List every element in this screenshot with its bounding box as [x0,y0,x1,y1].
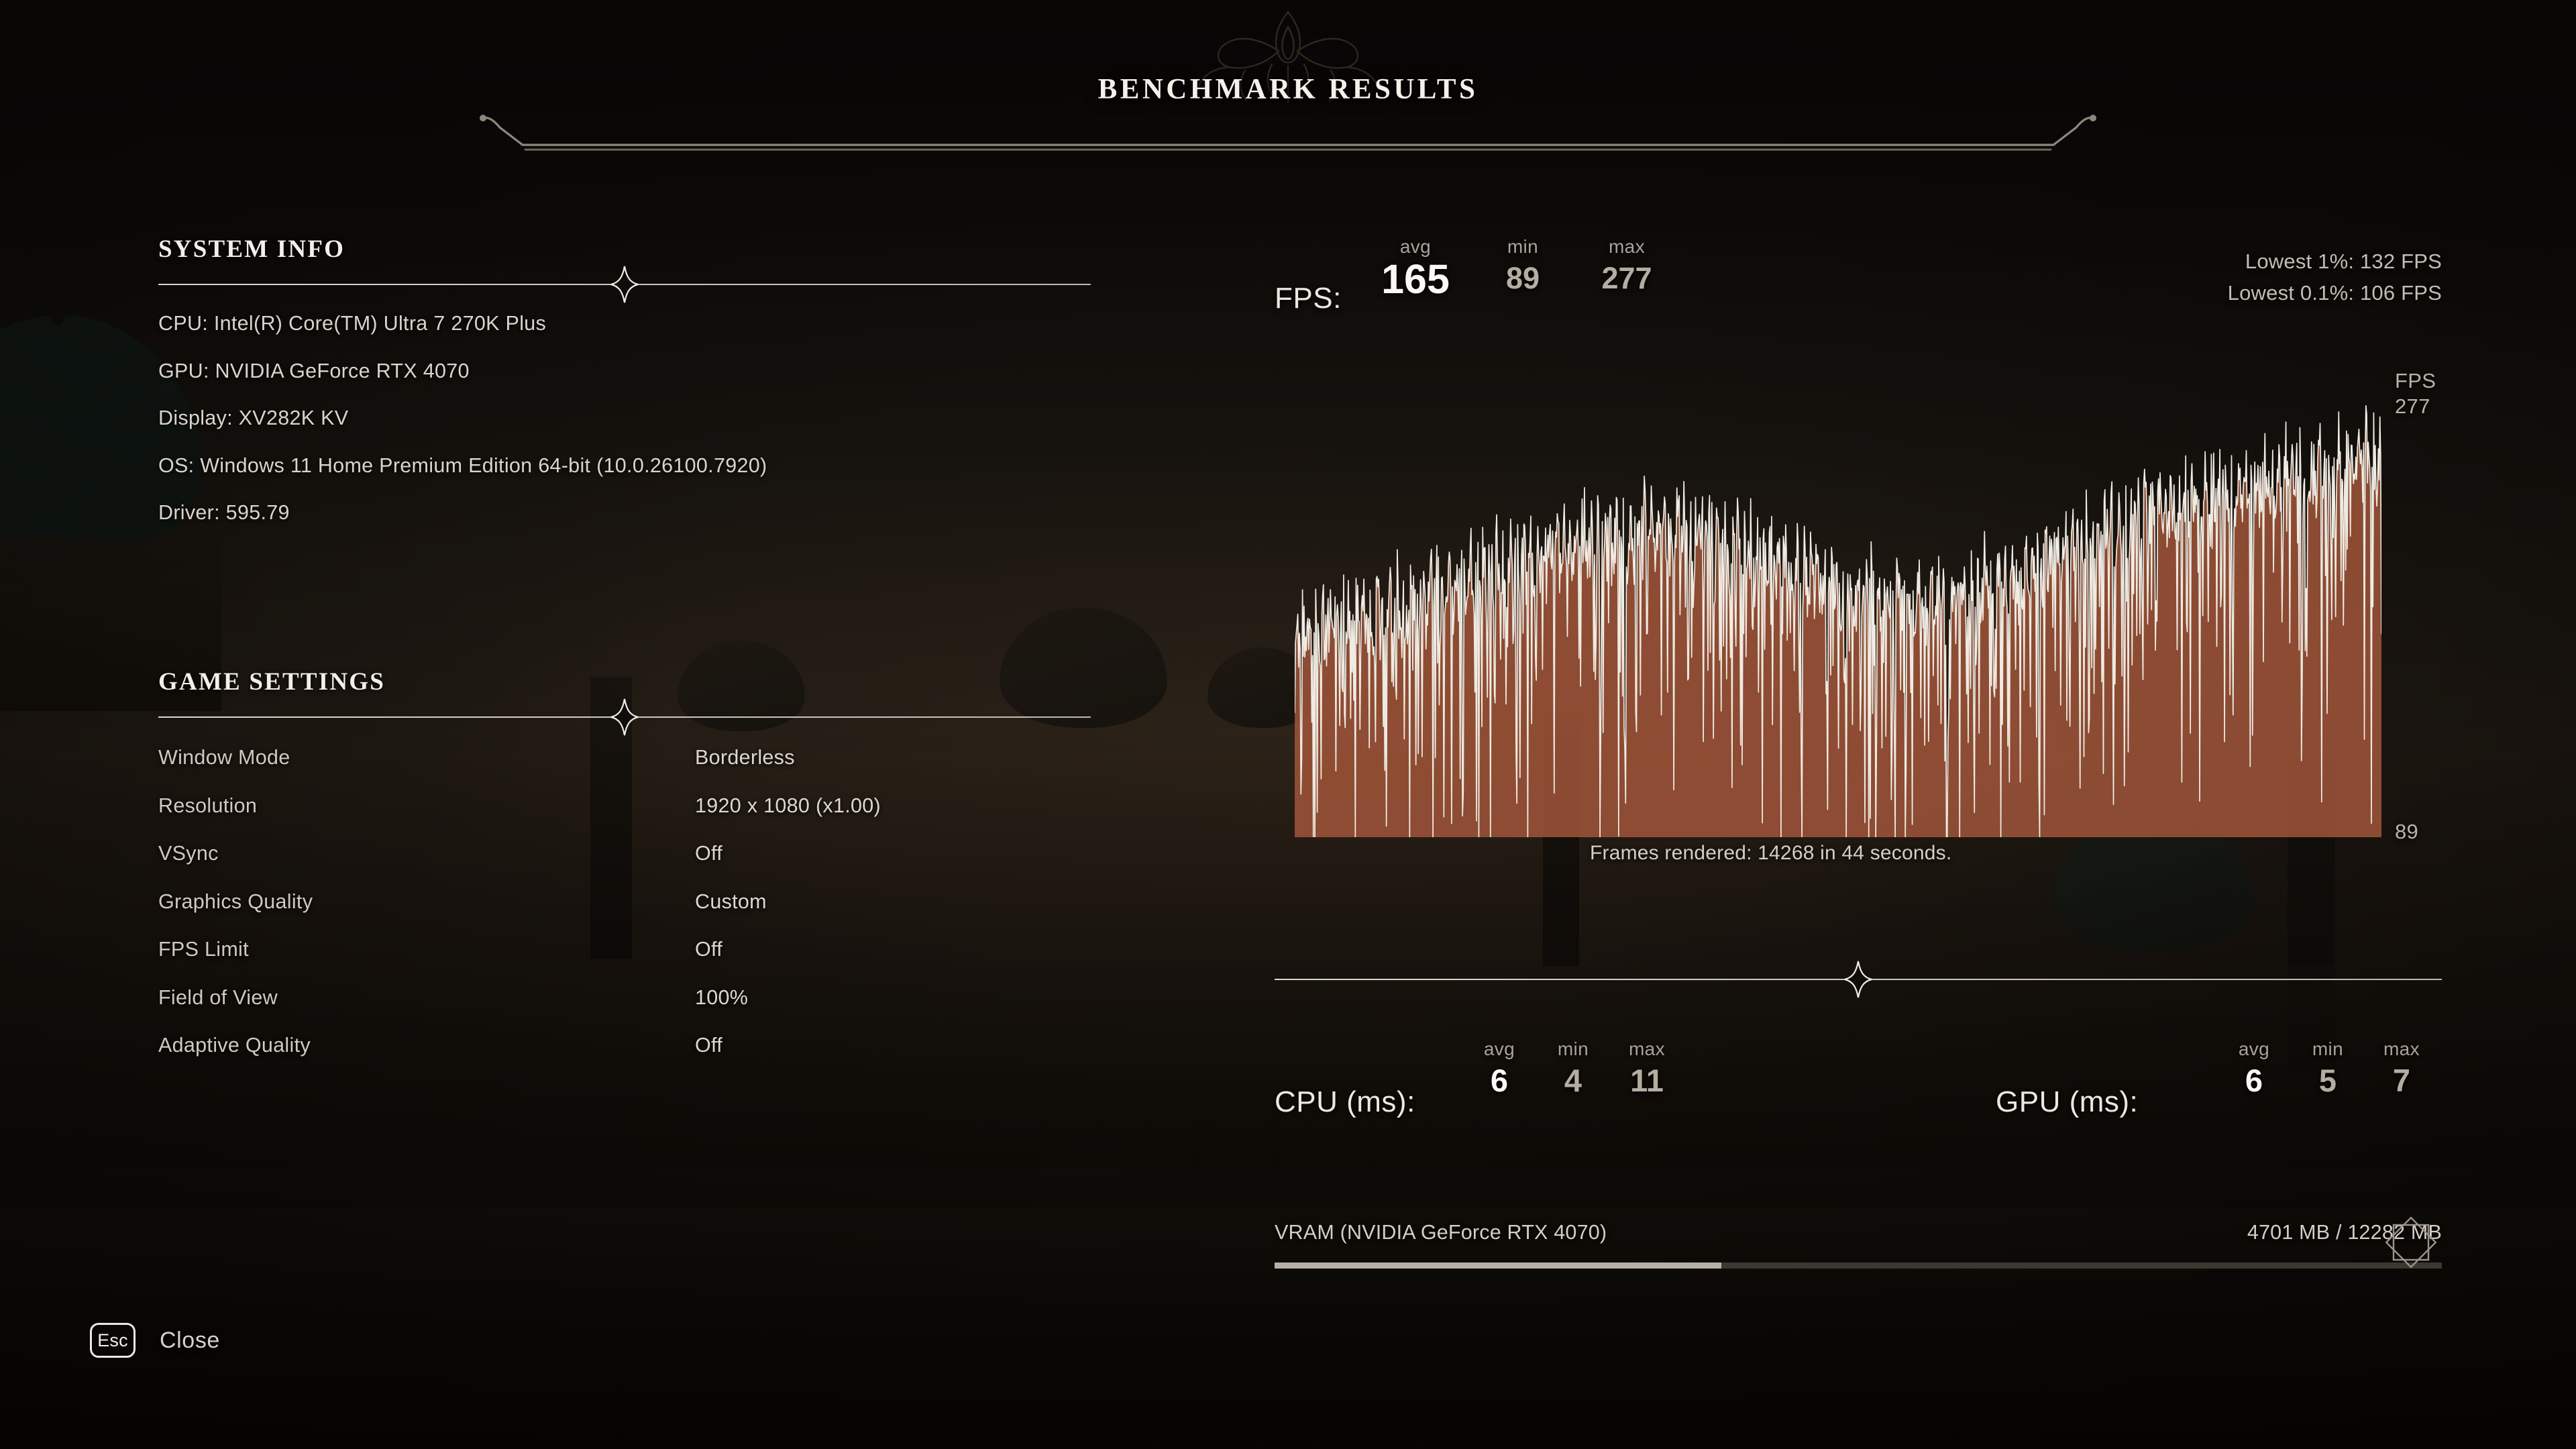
title-bar: BENCHMARK RESULTS [0,0,2576,181]
page-title: BENCHMARK RESULTS [1097,73,1479,105]
system-info-panel: SYSTEM INFO CPU: Intel(R) Core(TM) Ultra… [158,235,1097,550]
fps-min-column: min 89 [1476,236,1570,297]
title-frame-bracket [480,115,2096,151]
fps-graph-svg [1295,405,2381,837]
lowest-percentiles: Lowest 1%: 132 FPS Lowest 0.1%: 106 FPS [2228,250,2442,313]
system-info-cpu: CPU: Intel(R) Core(TM) Ultra 7 270K Plus [158,312,547,335]
setting-row-resolution: Resolution 1920 x 1080 (x1.00) [158,794,1097,817]
cpu-max-column: max 11 [1610,1038,1684,1099]
system-info-display: Display: XV282K KV [158,407,349,429]
fps-max-value: 277 [1601,261,1652,295]
setting-value: 1920 x 1080 (x1.00) [695,794,881,817]
lowest-01-percent: Lowest 0.1%: 106 FPS [2227,281,2442,305]
esc-key-icon[interactable]: Esc [90,1323,136,1358]
gpu-max-value: 7 [2392,1063,2411,1098]
system-info-list: CPU: Intel(R) Core(TM) Ultra 7 270K Plus… [158,313,1097,523]
gpu-ms-title: GPU (ms): [1996,1085,2139,1118]
gpu-avg-value: 6 [2245,1063,2263,1098]
star-ornament-icon [2385,1216,2437,1269]
game-settings-divider [158,698,1091,736]
lowest-1-percent: Lowest 1%: 132 FPS [2245,250,2442,273]
graph-axis-min: 89 [2395,820,2419,843]
cpu-ms-group: CPU (ms): avg 6 min 4 max 11 [1275,1038,1744,1119]
gpu-min-caption: min [2312,1038,2344,1059]
gpu-max-caption: max [2383,1038,2420,1059]
fps-max-column: max 277 [1576,236,1677,297]
gpu-min-column: min 5 [2294,1038,2361,1099]
system-info-os: OS: Windows 11 Home Premium Edition 64-b… [158,453,767,477]
system-info-heading: SYSTEM INFO [158,235,345,263]
close-button[interactable]: Esc Close [90,1323,220,1358]
gpu-avg-caption: avg [2238,1038,2270,1059]
gpu-max-column: max 7 [2365,1038,2438,1099]
setting-label: Adaptive Quality [158,1034,311,1057]
game-settings-list: Window Mode Borderless Resolution 1920 x… [158,747,1097,1056]
fps-min-caption: min [1507,236,1539,257]
setting-label: Window Mode [158,746,290,769]
setting-row-window-mode: Window Mode Borderless [158,747,1097,768]
setting-label: Resolution [158,794,258,817]
setting-value: Custom [695,890,767,913]
fps-graph-area [1295,405,2381,837]
fps-avg-value: 165 [1381,256,1450,302]
vram-label: VRAM (NVIDIA GeForce RTX 4070) [1275,1221,1607,1244]
cpu-avg-caption: avg [1483,1038,1515,1059]
vram-progress-fill [1275,1263,1721,1269]
system-info-gpu: GPU: NVIDIA GeForce RTX 4070 [158,359,470,382]
setting-row-vsync: VSync Off [158,843,1097,864]
fps-graph-line [1295,405,2381,837]
fps-min-value: 89 [1505,261,1540,295]
frames-rendered-note: Frames rendered: 14268 in 44 seconds. [1590,842,1952,864]
cpu-min-caption: min [1557,1038,1589,1059]
gpu-avg-column: avg 6 [2217,1038,2291,1099]
diamond-ornament-icon [610,266,639,303]
setting-value: Off [695,1034,723,1057]
setting-label: Graphics Quality [158,890,313,913]
fps-max-caption: max [1608,236,1646,257]
setting-row-graphics-quality: Graphics Quality Custom [158,890,1097,913]
title-ornament-icon [1197,11,1379,103]
cpu-avg-value: 6 [1490,1063,1509,1098]
ms-section-divider [1275,961,2442,998]
cpu-min-value: 4 [1564,1063,1582,1098]
setting-row-fps-limit: FPS Limit Off [158,939,1097,960]
setting-value: Borderless [695,746,795,769]
cpu-ms-title: CPU (ms): [1275,1085,1415,1118]
fps-label: FPS: [1275,282,1342,315]
gpu-min-value: 5 [2318,1063,2337,1098]
game-settings-panel: GAME SETTINGS Window Mode Borderless Res… [158,667,1097,1083]
game-settings-heading: GAME SETTINGS [158,668,386,696]
setting-label: FPS Limit [158,938,249,961]
graph-axis-title: FPS [2395,369,2436,392]
gpu-ms-group: GPU (ms): avg 6 min 5 max 7 [1996,1038,2465,1119]
system-info-driver: Driver: 595.79 [158,501,290,524]
setting-label: Field of View [158,985,278,1009]
system-info-divider [158,266,1091,303]
diamond-ornament-icon [610,698,639,736]
cpu-avg-column: avg 6 [1462,1038,1536,1099]
graph-axis-max: 277 [2395,394,2430,418]
close-label: Close [160,1327,220,1353]
setting-row-adaptive-quality: Adaptive Quality Off [158,1035,1097,1056]
cpu-max-value: 11 [1630,1063,1664,1098]
fps-summary: FPS: avg 165 min 89 max 277 [1275,236,2442,317]
cpu-min-column: min 4 [1540,1038,1607,1099]
setting-value: Off [695,842,723,865]
fps-avg-caption: avg [1399,236,1432,257]
setting-value: Off [695,938,723,961]
fps-avg-column: avg 165 [1355,236,1476,302]
diamond-ornament-icon [1844,961,1872,998]
fps-graph [1295,377,2381,837]
setting-value: 100% [695,985,749,1009]
setting-row-field-of-view: Field of View 100% [158,987,1097,1008]
setting-label: VSync [158,842,219,865]
vram-progress-track [1275,1263,2442,1269]
cpu-max-caption: max [1628,1038,1666,1059]
